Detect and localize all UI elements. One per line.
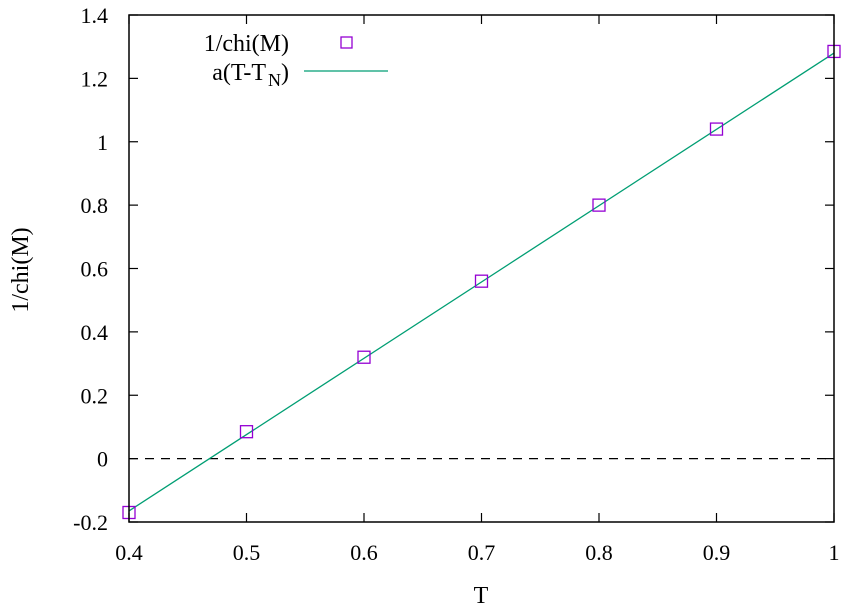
legend-label-2: a(T-T N) — [212, 60, 289, 90]
series-layer — [122, 44, 841, 520]
y-tick-label: 1.4 — [81, 3, 109, 28]
y-tick-label: 0.8 — [81, 193, 109, 218]
legend-label-2-suffix: ) — [281, 60, 289, 86]
data-point-square — [357, 350, 371, 364]
legend-label-2-subscript: N — [268, 70, 281, 90]
y-tick-label: -0.2 — [73, 510, 108, 535]
y-tick-label: 1 — [97, 130, 108, 155]
x-tick-label: 0.9 — [703, 540, 731, 565]
legend-label-1: 1/chi(M) — [204, 31, 289, 57]
x-axis-title: T — [474, 583, 489, 609]
y-axis-title: 1/chi(M) — [8, 227, 34, 312]
x-tick-label: 0.6 — [350, 540, 378, 565]
x-tick-label: 0.4 — [115, 540, 143, 565]
tick-labels: -0.2 0 0.2 0.4 0.6 0.8 1 1.2 1.4 0.4 0.5 0.6 0.7 0.8 0… — [73, 3, 839, 565]
x-tick-label: 0.8 — [585, 540, 613, 565]
x-tick-label: 0.5 — [233, 540, 261, 565]
legend: 1/chi(M) a(T-T N) — [204, 31, 388, 90]
fit-line — [128, 52, 835, 512]
data-point-square — [474, 274, 489, 288]
y-tick-label: 0.4 — [81, 320, 109, 345]
data-point-square — [239, 425, 254, 439]
y-tick-label: 1.2 — [81, 66, 109, 91]
axis-ticks — [128, 14, 835, 523]
data-point-square — [592, 198, 606, 212]
x-tick-label: 0.7 — [468, 540, 496, 565]
y-tick-label: 0 — [97, 447, 108, 472]
x-tick-label: 1 — [829, 540, 840, 565]
plot-frame — [128, 14, 835, 523]
data-point-square — [709, 122, 724, 136]
legend-label-2-main: a(T-T — [212, 60, 266, 86]
y-tick-label: 0.2 — [81, 383, 109, 408]
legend-marker-square — [340, 36, 353, 49]
y-tick-label: 0.6 — [81, 257, 109, 282]
